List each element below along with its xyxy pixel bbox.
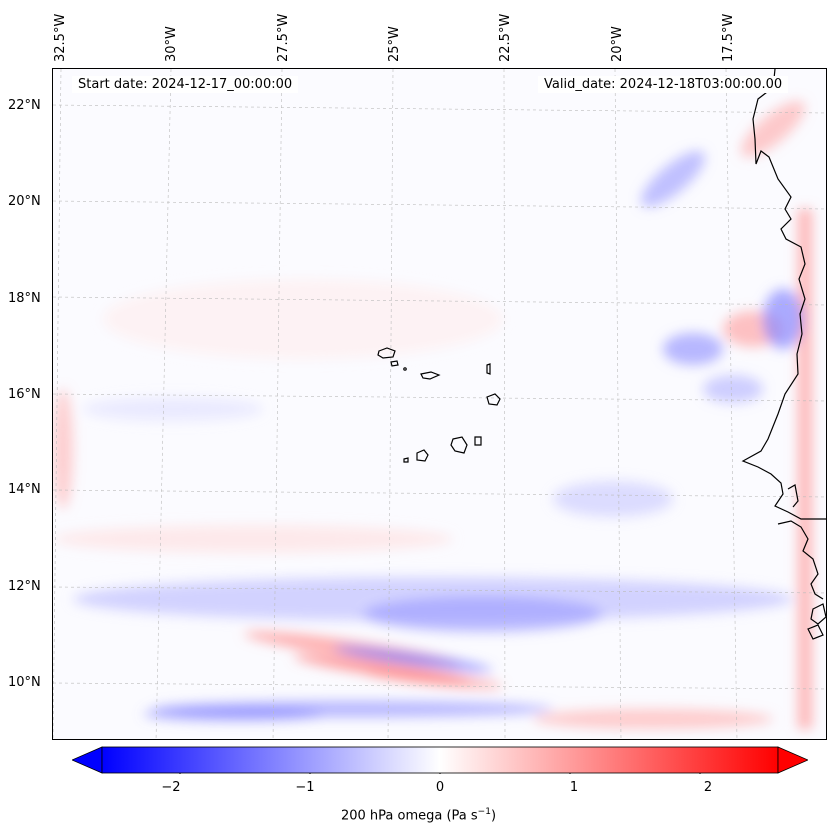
lat-label-18n: 18°N bbox=[8, 291, 41, 306]
start-date-label: Start date: 2024-12-17_00:00:00 bbox=[72, 76, 299, 93]
colorbar bbox=[72, 746, 808, 774]
omega-map bbox=[52, 68, 827, 740]
omega-field bbox=[53, 101, 812, 729]
lat-label-10n: 10°N bbox=[8, 675, 41, 690]
colorbar-label: 200 hPa omega (Pa s−1) bbox=[0, 807, 837, 823]
colorbar-neg-extend bbox=[72, 746, 103, 774]
lon-label-30w: 30°W bbox=[164, 26, 179, 62]
map-canvas bbox=[53, 69, 826, 739]
lat-label-22n: 22°N bbox=[8, 98, 41, 113]
lon-label-25w: 25°W bbox=[387, 26, 402, 62]
lon-label-32-5w: 32.5°W bbox=[53, 13, 68, 62]
lon-label-27-5w: 27.5°W bbox=[276, 13, 291, 62]
cape-verde-islands bbox=[377, 347, 501, 463]
lon-label-17-5w: 17.5°W bbox=[721, 13, 736, 62]
lat-label-20n: 20°N bbox=[8, 194, 41, 209]
cbar-label-text: 200 hPa omega (Pa s bbox=[340, 808, 478, 824]
lat-label-16n: 16°N bbox=[8, 387, 41, 402]
cbar-tick-1: 1 bbox=[569, 780, 579, 795]
cbar-label-tail: ) bbox=[490, 808, 497, 824]
cbar-tick-neg1: −1 bbox=[295, 780, 315, 795]
lat-label-12n: 12°N bbox=[8, 579, 41, 594]
cbar-tick-2: 2 bbox=[703, 780, 713, 795]
graticule bbox=[53, 69, 826, 739]
cbar-label-exp: −1 bbox=[477, 807, 491, 817]
valid-date-label: Valid_date: 2024-12-18T03:00:00.00 bbox=[538, 76, 789, 93]
africa-coastline bbox=[741, 69, 826, 640]
cbar-tick-0: 0 bbox=[435, 780, 445, 795]
lon-label-22-5w: 22.5°W bbox=[498, 13, 513, 62]
colorbar-pos-extend bbox=[777, 746, 808, 774]
colorbar-tick-marks bbox=[179, 773, 701, 774]
colorbar-body bbox=[101, 746, 779, 774]
lat-label-14n: 14°N bbox=[8, 482, 41, 497]
cbar-tick-neg2: −2 bbox=[161, 780, 181, 795]
lon-label-20w: 20°W bbox=[610, 26, 625, 62]
